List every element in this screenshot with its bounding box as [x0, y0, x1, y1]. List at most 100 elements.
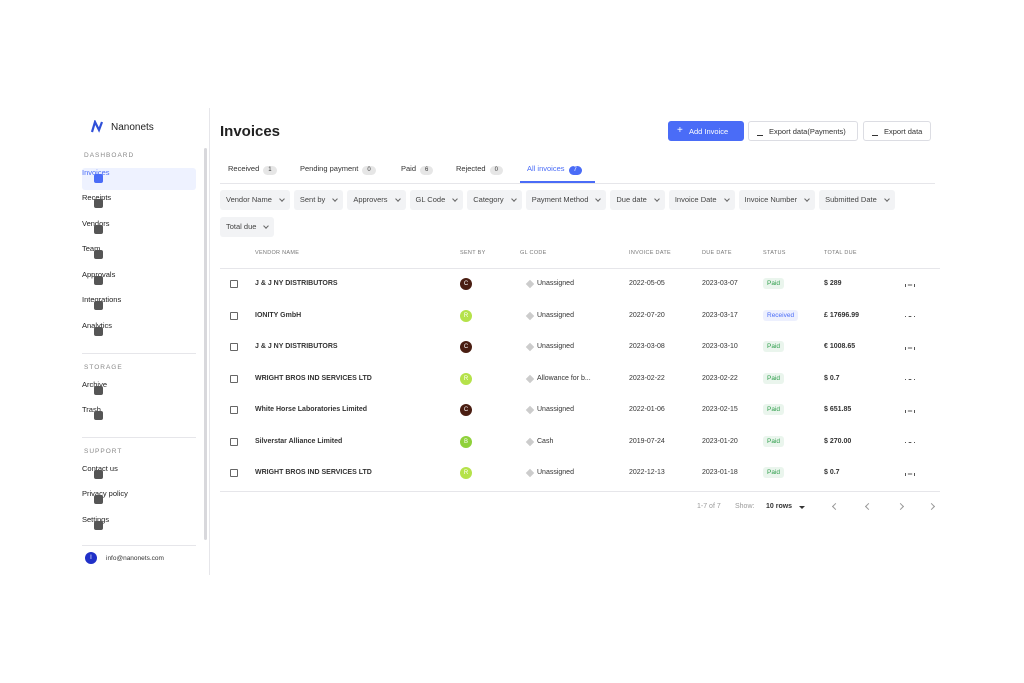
rows-select[interactable]: 10 rows — [766, 503, 793, 510]
tab[interactable]: Rejected 0 — [456, 164, 503, 175]
header-button[interactable]: + Add Invoice — [668, 121, 744, 141]
status-badge: Paid — [763, 404, 785, 415]
nav-label: Contact us — [82, 464, 118, 473]
row-menu[interactable] — [905, 347, 915, 349]
filter-dropdown[interactable]: Payment Method — [525, 190, 607, 210]
vendor-name: J & J NY DISTRIBUTORS — [255, 280, 338, 287]
tab[interactable]: Paid 6 — [401, 164, 434, 175]
vendor-name: WRIGHT BROS IND SERVICES LTD — [255, 374, 372, 382]
page-title: Invoices — [220, 123, 281, 140]
filter-dropdown[interactable]: GL Code — [409, 190, 464, 210]
tab-count: 6 — [420, 166, 434, 175]
user-email[interactable]: info@nanonets.com — [106, 555, 164, 562]
sender-avatar: B — [460, 435, 472, 448]
page-nav[interactable] — [864, 502, 873, 511]
tab-label: Rejected — [456, 164, 486, 173]
tab[interactable]: All invoices 7 — [527, 164, 582, 175]
filter-dropdown[interactable]: Approvers — [347, 190, 406, 210]
gl-code: Unassigned — [537, 280, 574, 287]
row-checkbox[interactable] — [230, 343, 238, 351]
nav-item[interactable]: Privacy policy — [82, 489, 196, 511]
nav-item[interactable]: Contact us — [82, 464, 196, 486]
nav-item[interactable]: Trash — [82, 405, 196, 427]
filter-dropdown[interactable]: Sent by — [293, 190, 344, 210]
row-menu[interactable] — [905, 410, 915, 412]
column-header: SENT BY — [460, 250, 486, 256]
vendor-name: White Horse Laboratories Limited — [255, 406, 368, 413]
filter-dropdown[interactable]: Vendor Name — [220, 190, 290, 210]
nav-label: Approvals — [82, 270, 116, 279]
row-checkbox[interactable] — [230, 437, 238, 446]
gl-code: Unassigned — [537, 406, 574, 413]
column-header: INVOICE DATE — [629, 250, 672, 256]
status-badge: Received — [763, 309, 799, 321]
filter-dropdown[interactable]: Invoice Date — [668, 190, 735, 210]
row-menu[interactable] — [905, 473, 915, 475]
filters: Vendor Name Sent by Approvers GL Code Catego… — [220, 190, 920, 237]
nav-item[interactable]: Analytics — [82, 321, 196, 343]
header-button[interactable]: Export data(Payments) — [748, 121, 858, 141]
invoice-date: 2019-07-24 — [629, 437, 665, 445]
gl-code: Unassigned — [537, 311, 574, 319]
filter-dropdown[interactable]: Total due — [220, 217, 275, 237]
nav-icon — [94, 250, 103, 259]
nav-label: Team — [82, 244, 101, 253]
nav-item[interactable]: Archive — [82, 380, 196, 402]
tab-label: Pending payment — [300, 164, 359, 173]
total-due: $ 651.85 — [824, 406, 852, 413]
filter-dropdown[interactable]: Category — [467, 190, 522, 210]
page-nav[interactable] — [831, 502, 840, 511]
nav-item[interactable]: Approvals — [82, 270, 196, 292]
total-due: $ 0.7 — [824, 374, 840, 382]
logo — [90, 120, 104, 133]
divider — [220, 491, 940, 492]
scrollbar — [204, 148, 207, 540]
nav-label: Invoices — [82, 168, 110, 177]
status-badge: Paid — [763, 278, 785, 289]
row-menu[interactable] — [905, 284, 915, 286]
filter-dropdown[interactable]: Invoice Number — [738, 190, 816, 210]
nav-item[interactable]: Invoices — [82, 168, 196, 190]
due-date: 2023-03-10 — [702, 343, 738, 350]
header-button[interactable]: Export data — [863, 121, 931, 141]
row-menu[interactable] — [905, 378, 915, 380]
brand: Nanonets — [111, 122, 154, 133]
nav-item[interactable]: Receipts — [82, 193, 196, 215]
row-checkbox[interactable] — [230, 406, 238, 414]
row-menu[interactable] — [905, 441, 915, 443]
row-menu[interactable] — [905, 315, 915, 317]
due-date: 2023-03-07 — [702, 280, 738, 287]
filter-dropdown[interactable]: Due date — [610, 190, 665, 210]
total-due: € 1008.65 — [824, 343, 856, 350]
filter-dropdown[interactable]: Submitted Date — [819, 190, 895, 210]
nav-item[interactable]: Integrations — [82, 295, 196, 317]
section-label: STORAGE — [84, 364, 123, 371]
tab[interactable]: Pending payment 0 — [300, 164, 376, 175]
page-nav[interactable] — [927, 502, 936, 511]
nav-label: Privacy policy — [82, 489, 128, 498]
column-header: VENDOR NAME — [255, 250, 300, 256]
divider — [82, 437, 196, 438]
page-nav[interactable] — [896, 502, 905, 511]
sender-avatar: R — [460, 467, 472, 479]
tab-label: Paid — [401, 164, 417, 173]
button-icon — [757, 128, 763, 136]
row-checkbox[interactable] — [230, 280, 238, 288]
caret — [799, 506, 805, 512]
gl-code: Allowance for b... — [537, 374, 591, 382]
nav-label: Integrations — [82, 295, 122, 304]
nav-item[interactable]: Settings — [82, 515, 196, 537]
tag-icon — [525, 374, 535, 383]
tag-icon — [525, 279, 535, 289]
row-checkbox[interactable] — [230, 311, 238, 320]
tab[interactable]: Received 1 — [228, 164, 277, 175]
nav-item[interactable]: Team — [82, 244, 196, 266]
tab-count: 0 — [362, 166, 376, 175]
nav-item[interactable]: Vendors — [82, 219, 196, 241]
total-due: $ 0.7 — [824, 469, 840, 476]
row-checkbox[interactable] — [230, 374, 238, 383]
row-checkbox[interactable] — [230, 469, 238, 477]
sender-avatar: R — [460, 372, 472, 385]
divider — [82, 545, 196, 546]
